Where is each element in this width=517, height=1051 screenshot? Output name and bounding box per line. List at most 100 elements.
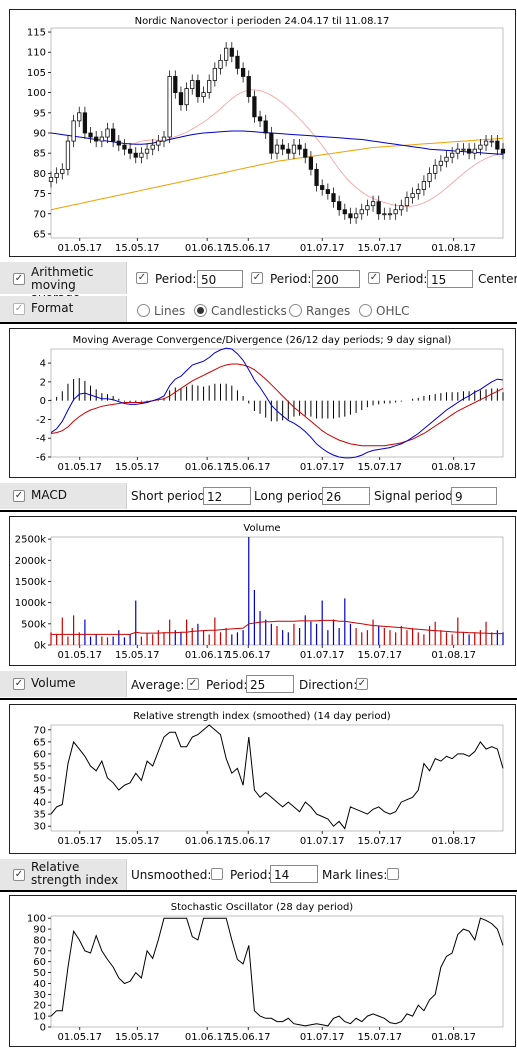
candle bbox=[99, 136, 104, 142]
candle bbox=[483, 140, 489, 146]
stochastic-line bbox=[50, 917, 504, 1027]
candle bbox=[500, 148, 506, 154]
ma50-period-input[interactable]: 50 bbox=[197, 270, 243, 288]
format-candlesticks-label: Candlesticks bbox=[211, 304, 287, 318]
ma-controls: ✓ Arithmetic moving average ✓ Period: 50… bbox=[0, 262, 517, 305]
x-tick-label: 15.06.17 bbox=[226, 1032, 271, 1043]
ma50-checkbox[interactable]: ✓ bbox=[136, 272, 148, 284]
macd-enable-checkbox[interactable]: ✓ bbox=[13, 490, 25, 502]
x-tick-label: 01.05.17 bbox=[57, 1032, 102, 1043]
volume-enable-checkbox[interactable]: ✓ bbox=[13, 678, 25, 690]
rsi-marklines-checkbox[interactable] bbox=[387, 868, 399, 880]
macd-signal-label: Signal period: bbox=[374, 489, 457, 503]
volume-average-line bbox=[51, 619, 503, 635]
x-tick-label: 01.07.17 bbox=[300, 243, 345, 254]
y-tick-label: 10 bbox=[33, 1012, 46, 1023]
y-tick-label: 100 bbox=[27, 914, 46, 925]
x-tick-label: 15.07.17 bbox=[357, 243, 402, 254]
x-tick-label: 01.07.17 bbox=[300, 1032, 345, 1043]
candle bbox=[178, 92, 184, 106]
volume-direction-checkbox[interactable]: ✓ bbox=[356, 678, 368, 690]
candle bbox=[495, 140, 500, 150]
candle bbox=[184, 88, 189, 106]
x-tick-label: 15.05.17 bbox=[115, 1032, 160, 1043]
y-tick-label: 2000k bbox=[15, 556, 46, 567]
candle bbox=[325, 189, 330, 194]
rsi-period-input[interactable]: 14 bbox=[270, 865, 318, 883]
stoch-chart-panel: Stochastic Oscillator (28 day period) 100… bbox=[9, 895, 516, 1047]
candle bbox=[291, 144, 297, 154]
x-tick-label: 15.06.17 bbox=[226, 462, 271, 473]
rsi-enable-checkbox[interactable]: ✓ bbox=[13, 869, 25, 881]
chart-title: Relative strength index (smoothed) (14 d… bbox=[133, 711, 391, 722]
separator bbox=[0, 510, 517, 512]
macd-short-input[interactable]: 12 bbox=[203, 487, 251, 505]
format-ohlc-radio[interactable] bbox=[359, 304, 372, 317]
x-tick-label: 01.06.17 bbox=[185, 243, 230, 254]
ma15-checkbox[interactable]: ✓ bbox=[368, 272, 380, 284]
y-tick-label: 0 bbox=[40, 396, 46, 407]
candle bbox=[331, 193, 336, 203]
ma-label-box: ✓ Arithmetic moving average bbox=[0, 262, 127, 305]
candle bbox=[421, 181, 427, 190]
format-lines-radio[interactable] bbox=[137, 304, 150, 317]
x-tick-label: 15.06.17 bbox=[226, 650, 271, 661]
y-tick-label: 60 bbox=[33, 749, 46, 760]
y-tick-label: 1500k bbox=[15, 577, 46, 588]
volume-label: Volume bbox=[31, 676, 76, 690]
price-chart-panel: Nordic Nanovector i perioden 24.04.17 ti… bbox=[9, 9, 516, 257]
y-tick-label: 40 bbox=[33, 979, 46, 990]
x-tick-label: 01.06.17 bbox=[185, 462, 230, 473]
chart-title: Nordic Nanovector i perioden 24.04.17 ti… bbox=[135, 16, 390, 27]
candle bbox=[427, 172, 432, 182]
candle bbox=[348, 213, 353, 219]
macd-long-input[interactable]: 26 bbox=[322, 487, 370, 505]
y-tick-label: 2500k bbox=[15, 535, 46, 546]
format-candlesticks-radio[interactable] bbox=[194, 304, 207, 317]
candle bbox=[122, 144, 127, 150]
format-lines-label: Lines bbox=[154, 304, 186, 318]
ma200-checkbox[interactable]: ✓ bbox=[251, 272, 263, 284]
candle bbox=[150, 144, 155, 150]
y-tick-label: 45 bbox=[33, 786, 46, 797]
ma15-line bbox=[129, 89, 504, 207]
volume-average-checkbox[interactable]: ✓ bbox=[187, 678, 199, 690]
x-tick-label: 15.05.17 bbox=[115, 650, 160, 661]
macd-signal-input[interactable]: 9 bbox=[451, 487, 497, 505]
rsi-marklines-label: Mark lines: bbox=[322, 868, 388, 882]
y-tick-label: 1000k bbox=[15, 598, 46, 609]
volume-period-input[interactable]: 25 bbox=[246, 675, 294, 693]
macd-controls: ✓ MACD Short period: 12 Long period: 26 … bbox=[0, 483, 517, 509]
y-tick-label: 55 bbox=[33, 761, 46, 772]
candle bbox=[144, 148, 150, 154]
separator bbox=[0, 322, 517, 324]
candle bbox=[461, 148, 466, 151]
price-chart: Nordic Nanovector i perioden 24.04.17 ti… bbox=[27, 16, 506, 254]
x-tick-label: 01.06.17 bbox=[185, 650, 230, 661]
rsi-unsmoothed-checkbox[interactable] bbox=[211, 868, 223, 880]
candle bbox=[438, 160, 443, 166]
ma-enable-checkbox[interactable]: ✓ bbox=[13, 273, 25, 285]
chart-title: Moving Average Convergence/Divergence (2… bbox=[73, 335, 452, 346]
format-ranges-label: Ranges bbox=[306, 304, 351, 318]
ma200-period-label: Period: bbox=[270, 272, 312, 286]
volume-controls: ✓ Volume Average: ✓ Period: 25 Direction… bbox=[0, 671, 517, 697]
x-tick-label: 01.08.17 bbox=[431, 462, 476, 473]
ma15-period-input[interactable]: 15 bbox=[427, 270, 473, 288]
x-tick-label: 15.05.17 bbox=[115, 243, 160, 254]
ma200-period-input[interactable]: 200 bbox=[312, 270, 360, 288]
ma50-line bbox=[50, 130, 504, 155]
candle bbox=[207, 80, 212, 94]
candle bbox=[342, 209, 347, 215]
x-tick-label: 15.07.17 bbox=[357, 650, 402, 661]
x-tick-label: 01.08.17 bbox=[431, 1032, 476, 1043]
candle bbox=[161, 136, 167, 142]
x-tick-label: 01.08.17 bbox=[431, 243, 476, 254]
x-tick-label: 15.05.17 bbox=[115, 836, 160, 847]
candle bbox=[224, 47, 229, 61]
candle bbox=[308, 156, 314, 170]
format-ranges-radio[interactable] bbox=[289, 304, 302, 317]
candle bbox=[65, 140, 71, 170]
ma15-period-label: Period: bbox=[386, 272, 428, 286]
candle bbox=[303, 148, 308, 158]
